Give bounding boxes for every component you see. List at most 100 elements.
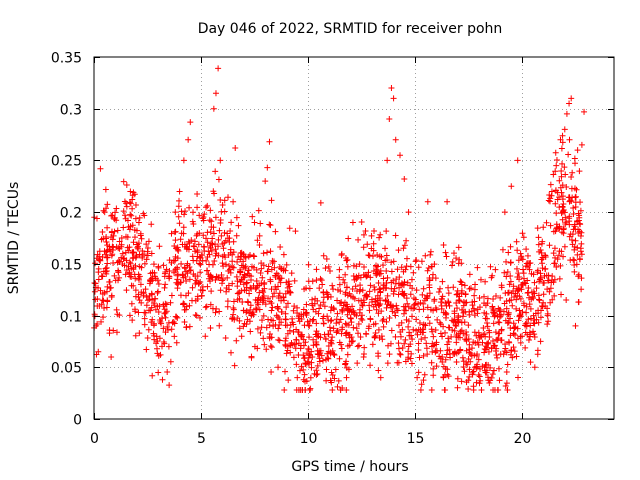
data-point bbox=[328, 379, 335, 386]
data-point bbox=[453, 291, 460, 298]
data-point bbox=[475, 371, 482, 378]
data-point bbox=[465, 356, 472, 363]
data-point bbox=[255, 207, 262, 214]
data-point bbox=[571, 268, 578, 275]
data-point bbox=[526, 301, 533, 308]
data-point bbox=[445, 290, 452, 297]
data-point bbox=[355, 330, 362, 337]
data-point bbox=[245, 267, 252, 274]
data-point bbox=[519, 230, 526, 237]
data-point bbox=[166, 257, 173, 264]
data-point bbox=[121, 212, 128, 219]
data-point bbox=[425, 264, 432, 271]
data-point bbox=[115, 245, 122, 252]
data-point bbox=[569, 241, 576, 248]
data-point bbox=[212, 309, 219, 316]
data-point bbox=[125, 223, 132, 230]
data-point bbox=[100, 314, 107, 321]
data-point bbox=[568, 185, 575, 192]
data-point bbox=[430, 365, 437, 372]
data-point bbox=[457, 346, 464, 353]
data-point bbox=[257, 220, 264, 227]
data-point bbox=[176, 197, 183, 204]
data-point bbox=[317, 334, 324, 341]
data-point bbox=[273, 270, 280, 277]
data-point bbox=[566, 213, 573, 220]
data-point bbox=[269, 293, 276, 300]
data-point bbox=[396, 350, 403, 357]
data-point bbox=[183, 324, 190, 331]
data-point bbox=[491, 342, 498, 349]
data-point bbox=[183, 268, 190, 275]
data-point bbox=[174, 264, 181, 271]
data-point bbox=[483, 340, 490, 347]
data-point bbox=[141, 260, 148, 267]
data-point bbox=[151, 295, 158, 302]
data-point bbox=[511, 324, 518, 331]
data-point bbox=[197, 278, 204, 285]
data-point bbox=[289, 342, 296, 349]
data-point bbox=[319, 357, 326, 364]
data-point bbox=[161, 310, 168, 317]
data-point bbox=[310, 316, 317, 323]
data-point bbox=[108, 212, 115, 219]
data-point bbox=[539, 238, 546, 245]
data-point bbox=[453, 339, 460, 346]
data-point bbox=[300, 376, 307, 383]
data-point bbox=[132, 287, 139, 294]
data-point bbox=[552, 168, 559, 175]
data-point bbox=[317, 347, 324, 354]
data-point bbox=[476, 294, 483, 301]
data-point bbox=[149, 372, 156, 379]
data-point bbox=[503, 380, 510, 387]
data-point bbox=[405, 323, 412, 330]
data-point bbox=[280, 294, 287, 301]
data-point bbox=[218, 232, 225, 239]
data-point bbox=[254, 325, 261, 332]
data-point bbox=[485, 348, 492, 355]
data-point bbox=[366, 302, 373, 309]
data-point bbox=[417, 387, 424, 394]
data-point bbox=[562, 171, 569, 178]
data-point bbox=[108, 229, 115, 236]
data-point bbox=[559, 132, 566, 139]
data-point bbox=[490, 387, 497, 394]
data-point bbox=[545, 318, 552, 325]
data-point bbox=[212, 241, 219, 248]
data-point bbox=[527, 331, 534, 338]
data-point bbox=[256, 242, 263, 249]
data-point bbox=[460, 330, 467, 337]
data-point bbox=[479, 339, 486, 346]
data-point bbox=[357, 333, 364, 340]
data-point bbox=[353, 287, 360, 294]
data-point bbox=[453, 322, 460, 329]
data-point bbox=[352, 283, 359, 290]
data-point bbox=[136, 276, 143, 283]
data-point bbox=[241, 272, 248, 279]
data-point bbox=[461, 319, 468, 326]
data-point bbox=[173, 339, 180, 346]
data-point bbox=[150, 300, 157, 307]
data-point bbox=[346, 334, 353, 341]
y-tick-label: 0 bbox=[73, 413, 82, 429]
data-point bbox=[132, 332, 139, 339]
data-point bbox=[572, 160, 579, 167]
data-point bbox=[145, 307, 152, 314]
data-point bbox=[276, 315, 283, 322]
data-point bbox=[178, 260, 185, 267]
data-point bbox=[578, 141, 585, 148]
data-point bbox=[358, 315, 365, 322]
data-point bbox=[264, 268, 271, 275]
data-point bbox=[219, 240, 226, 247]
data-point bbox=[306, 334, 313, 341]
data-point bbox=[572, 237, 579, 244]
data-point bbox=[343, 387, 350, 394]
data-point bbox=[518, 281, 525, 288]
data-point bbox=[463, 379, 470, 386]
data-point bbox=[260, 297, 267, 304]
data-point bbox=[466, 285, 473, 292]
data-point bbox=[524, 252, 531, 259]
data-point bbox=[230, 298, 237, 305]
data-point bbox=[556, 275, 563, 282]
